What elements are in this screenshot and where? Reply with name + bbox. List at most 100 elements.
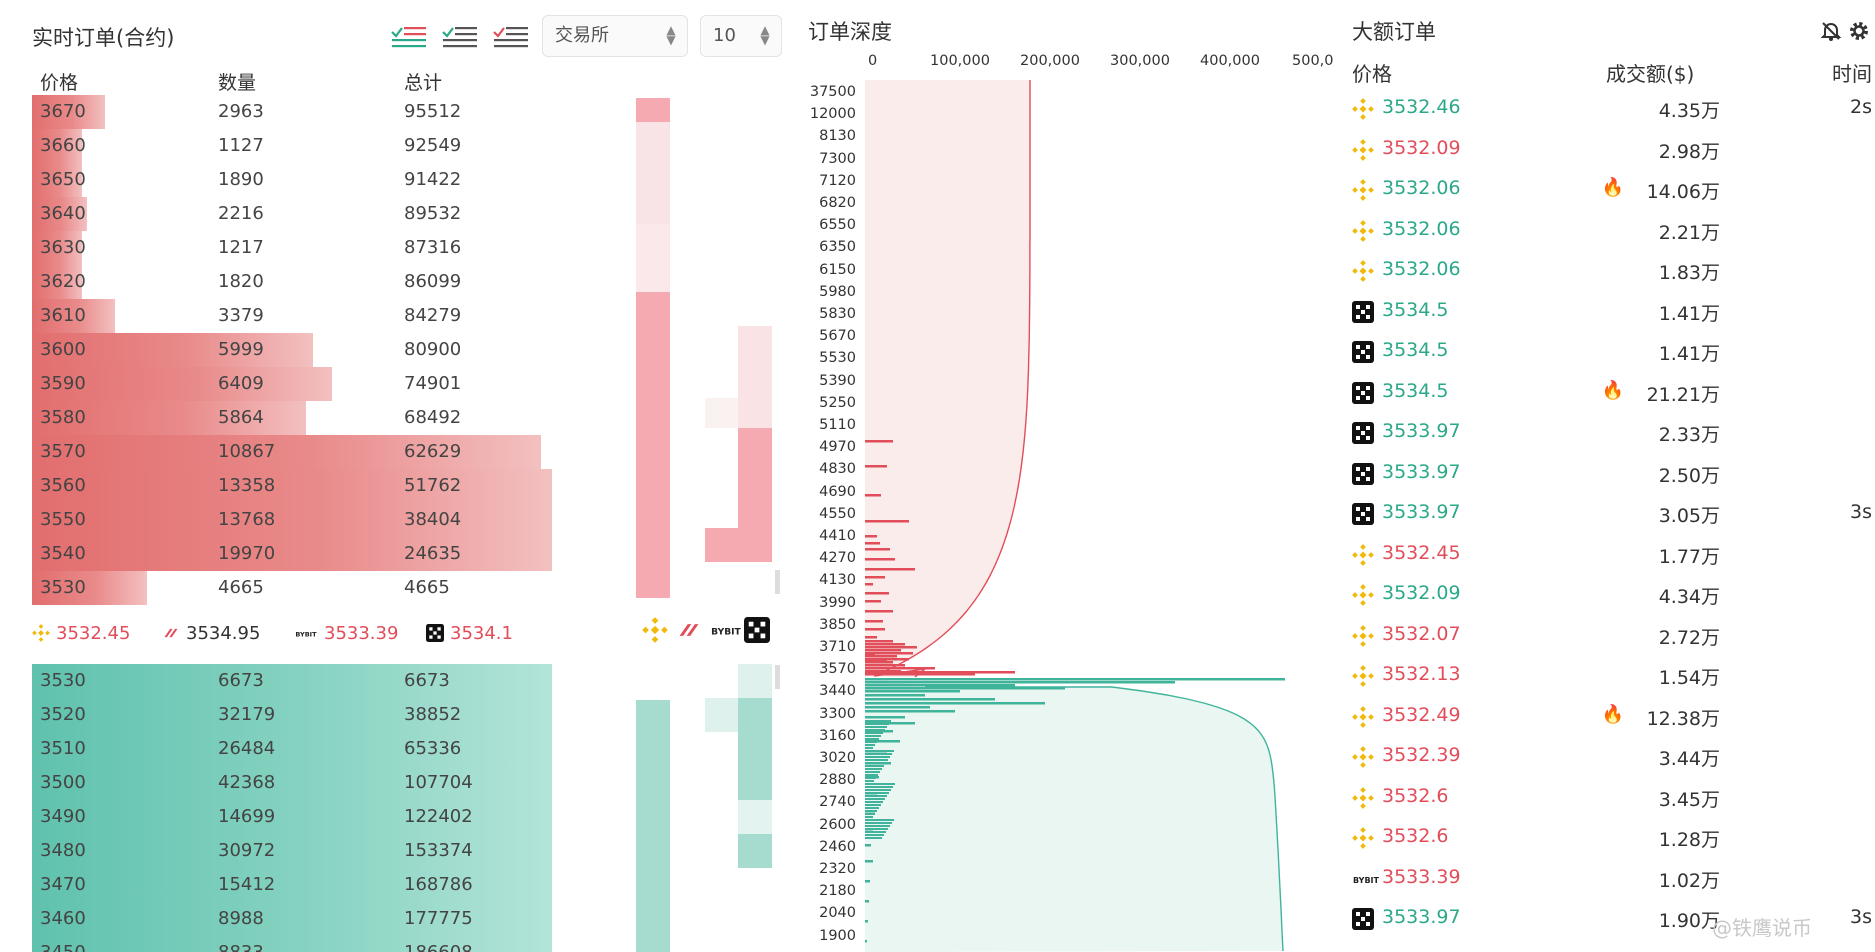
binance-logo-icon	[1352, 665, 1374, 687]
exchange-price-binance[interactable]: 3532.45	[32, 621, 130, 644]
big-order-row[interactable]: 3533.97 2.33万	[1352, 414, 1872, 450]
ask-row[interactable]: 3610 3379 84279	[32, 299, 552, 333]
ask-row[interactable]: 3670 2963 95512	[32, 95, 552, 129]
col-header-total: 总计	[404, 72, 443, 94]
bid-row[interactable]: 3480 30972 153374	[32, 834, 552, 868]
big-order-row[interactable]: 3534.5 1.41万	[1352, 333, 1872, 369]
y-tick-label: 2880	[819, 772, 856, 789]
bid-bar	[865, 698, 995, 701]
bell-off-icon[interactable]	[1820, 20, 1842, 42]
bid-row[interactable]: 3490 14699 122402	[32, 800, 552, 834]
bid-bar	[865, 789, 891, 791]
bitget-filter-toggle[interactable]	[676, 617, 706, 647]
big-order-row[interactable]: 3534.5 🔥 21.21万	[1352, 374, 1872, 410]
col-header-price: 价格	[1352, 62, 1392, 86]
ask-depth-bar	[32, 469, 552, 503]
ask-row[interactable]: 3630 1217 87316	[32, 231, 552, 265]
big-order-amount: 2.21万	[1658, 221, 1720, 244]
ask-bar	[865, 673, 975, 676]
ask-row[interactable]: 3570 10867 62629	[32, 435, 552, 469]
binance-logo-icon	[1352, 543, 1374, 566]
ask-row[interactable]: 3540 19970 24635	[32, 537, 552, 571]
big-order-row[interactable]: 3533.97 1.90万 3s	[1352, 900, 1872, 936]
big-order-row[interactable]: 3533.97 3.05万 3s	[1352, 495, 1872, 531]
ask-bar	[865, 646, 917, 649]
ask-row[interactable]: 3530 4665 4665	[32, 571, 552, 605]
exchange-price-bitget[interactable]: 3534.95	[162, 621, 260, 644]
ask-row[interactable]: 3600 5999 80900	[32, 333, 552, 367]
bid-row[interactable]: 3450 8833 186608	[32, 936, 552, 952]
ask-row[interactable]: 3640 2216 89532	[32, 197, 552, 231]
binance-icon-wrap	[1352, 179, 1374, 201]
ask-price: 3600	[40, 339, 86, 360]
gear-icon[interactable]	[1848, 20, 1870, 42]
ask-row[interactable]: 3580 5864 68492	[32, 401, 552, 435]
big-order-row[interactable]: BYBIT 3533.39 1.02万	[1352, 860, 1872, 896]
big-order-row[interactable]: 3534.5 1.41万	[1352, 293, 1872, 329]
big-order-row[interactable]: 3532.49 🔥 12.38万	[1352, 698, 1872, 734]
depth-level-select[interactable]: 10 ▲ ▼	[700, 15, 782, 57]
bid-bar	[865, 684, 1015, 687]
exchange-depth-bar	[705, 528, 738, 562]
big-order-row[interactable]: 3532.07 2.72万	[1352, 617, 1872, 653]
big-order-row[interactable]: 3532.06 1.83万	[1352, 252, 1872, 288]
binance-filter-toggle[interactable]	[642, 617, 672, 647]
scroll-indicator[interactable]	[775, 665, 780, 689]
okx-filter-toggle[interactable]	[744, 617, 774, 647]
ask-row[interactable]: 3590 6409 74901	[32, 367, 552, 401]
bid-row[interactable]: 3500 42368 107704	[32, 766, 552, 800]
binance-icon-wrap	[1352, 705, 1374, 728]
big-order-row[interactable]: 3533.97 2.50万	[1352, 455, 1872, 491]
bid-bar	[865, 780, 874, 782]
scroll-indicator[interactable]	[775, 570, 780, 594]
exchange-price-okx[interactable]: 3534.1	[426, 621, 513, 644]
bid-row[interactable]: 3460 8988 177775	[32, 902, 552, 936]
ask-row[interactable]: 3560 13358 51762	[32, 469, 552, 503]
y-tick-label: 4270	[819, 550, 856, 567]
bid-total: 186608	[404, 942, 473, 952]
big-order-row[interactable]: 3532.6 1.28万	[1352, 819, 1872, 855]
ask-bar	[865, 610, 893, 613]
binance-logo-icon	[1352, 786, 1374, 809]
big-order-amount: 3.45万	[1658, 788, 1720, 811]
exchange-price-bybit[interactable]: BYBIT 3533.39	[294, 621, 398, 644]
big-order-row[interactable]: 3532.13 1.54万	[1352, 657, 1872, 693]
ask-price: 3570	[40, 441, 86, 462]
big-order-row[interactable]: 3532.39 3.44万	[1352, 738, 1872, 774]
ask-row[interactable]: 3620 1820 86099	[32, 265, 552, 299]
big-order-row[interactable]: 3532.09 2.98万	[1352, 131, 1872, 167]
ask-row[interactable]: 3660 1127 92549	[32, 129, 552, 163]
big-order-row[interactable]: 3532.45 1.77万	[1352, 536, 1872, 572]
ask-price: 3660	[40, 135, 86, 156]
ask-cumulative-line	[874, 80, 1031, 678]
depth-chart-title: 订单深度	[808, 20, 892, 44]
bid-bar	[865, 816, 873, 818]
big-order-row[interactable]: 3532.6 3.45万	[1352, 779, 1872, 815]
exchange-select-value: 交易所	[555, 25, 609, 46]
y-tick-label: 3300	[819, 705, 856, 722]
ask-total: 87316	[404, 237, 462, 258]
bid-row[interactable]: 3470 15412 168786	[32, 868, 552, 902]
y-tick-label: 37500	[809, 84, 856, 100]
bid-row[interactable]: 3530 6673 6673	[32, 664, 552, 698]
bybit-filter-toggle[interactable]: BYBIT	[710, 617, 741, 647]
ask-row[interactable]: 3550 13768 38404	[32, 503, 552, 537]
big-order-row[interactable]: 3532.09 4.34万	[1352, 576, 1872, 612]
ask-total: 24635	[404, 543, 462, 564]
ask-depth-bar	[32, 163, 82, 197]
big-order-row[interactable]: 3532.46 4.35万 2s	[1352, 90, 1872, 126]
exchange-select[interactable]: 交易所 ▲ ▼	[542, 15, 688, 57]
list-style-green-icon[interactable]	[441, 22, 479, 50]
exchange-depth-bar	[636, 98, 670, 122]
list-style-red-green-icon[interactable]	[390, 22, 428, 50]
big-orders-title: 大额订单	[1352, 20, 1436, 44]
y-tick-label: 3850	[819, 616, 856, 633]
big-order-row[interactable]: 3532.06 2.21万	[1352, 212, 1872, 248]
big-order-row[interactable]: 3532.06 🔥 14.06万	[1352, 171, 1872, 207]
ask-row[interactable]: 3650 1890 91422	[32, 163, 552, 197]
bid-row[interactable]: 3520 32179 38852	[32, 698, 552, 732]
y-tick-label: 3020	[819, 750, 856, 766]
bid-row[interactable]: 3510 26484 65336	[32, 732, 552, 766]
bid-bar	[865, 747, 873, 749]
list-style-red-icon[interactable]	[492, 22, 530, 50]
